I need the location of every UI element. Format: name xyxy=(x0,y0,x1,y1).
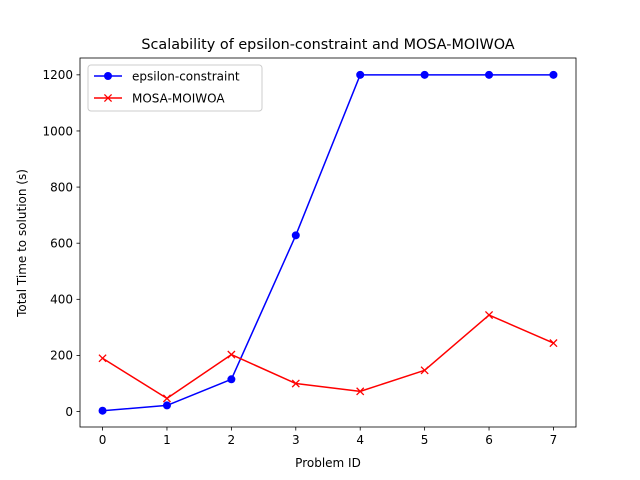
x-tick-label: 7 xyxy=(550,433,558,447)
series-line-mosa-moiwoa xyxy=(102,314,554,400)
x-tick-label: 5 xyxy=(421,433,429,447)
y-axis-label: Total Time to solution (s) xyxy=(15,169,29,318)
chart-title: Scalability of epsilon-constraint and MO… xyxy=(141,37,514,53)
x-marker-stroke xyxy=(227,350,236,359)
data-point-epsilon-constraint xyxy=(420,70,429,79)
x-axis-label: Problem ID xyxy=(295,456,361,470)
x-tick-label: 0 xyxy=(99,433,107,447)
data-point-epsilon-constraint xyxy=(549,70,558,79)
axes-frame xyxy=(79,57,577,428)
x-marker-stroke xyxy=(98,354,107,363)
y-tick-label: 1000 xyxy=(42,124,73,138)
x-marker-stroke xyxy=(162,394,172,403)
data-point-epsilon-constraint xyxy=(356,70,365,79)
y-tick-label: 0 xyxy=(65,405,73,419)
x-marker-stroke xyxy=(549,339,558,348)
x-tick-label: 6 xyxy=(485,433,493,447)
data-point-mosa-moiwoa xyxy=(162,394,172,403)
data-point-mosa-moiwoa xyxy=(98,354,107,363)
legend: epsilon-constraint MOSA-MOIWOA xyxy=(87,64,263,112)
x-tick-label: 2 xyxy=(228,433,236,447)
data-point-mosa-moiwoa xyxy=(484,310,494,320)
data-point-epsilon-constraint xyxy=(291,231,300,240)
y-tick-label: 800 xyxy=(50,180,73,194)
data-point-mosa-moiwoa xyxy=(291,379,300,388)
x-tick-label: 3 xyxy=(292,433,300,447)
data-point-epsilon-constraint xyxy=(227,375,236,384)
y-tick-label: 200 xyxy=(50,349,73,363)
y-tick-label: 1200 xyxy=(42,68,73,82)
x-marker-stroke xyxy=(420,366,429,375)
data-point-epsilon-constraint xyxy=(98,406,107,415)
data-point-mosa-moiwoa xyxy=(356,387,365,396)
x-marker-stroke xyxy=(291,379,300,388)
data-point-epsilon-constraint xyxy=(162,401,171,410)
x-marker-stroke xyxy=(356,387,365,396)
x-tick-label: 1 xyxy=(163,433,171,447)
legend-label: epsilon-constraint xyxy=(132,69,240,83)
plot-area: 0 1 2 3 4 5 6 7 0 200 400 600 800 1000 1200 xyxy=(42,57,577,447)
legend-box xyxy=(87,64,263,112)
data-point-mosa-moiwoa xyxy=(549,339,558,348)
y-tick-label: 600 xyxy=(50,237,73,251)
legend-marker-x xyxy=(103,93,113,103)
x-marker-stroke xyxy=(484,310,494,320)
data-point-mosa-moiwoa xyxy=(420,366,429,375)
x-tick-label: 4 xyxy=(356,433,364,447)
legend-marker-circle xyxy=(104,72,112,80)
data-point-epsilon-constraint xyxy=(485,70,494,79)
legend-label: MOSA-MOIWOA xyxy=(132,91,225,105)
series-line-epsilon-constraint xyxy=(102,74,554,412)
data-point-mosa-moiwoa xyxy=(227,350,236,359)
y-tick-label: 400 xyxy=(50,293,73,307)
